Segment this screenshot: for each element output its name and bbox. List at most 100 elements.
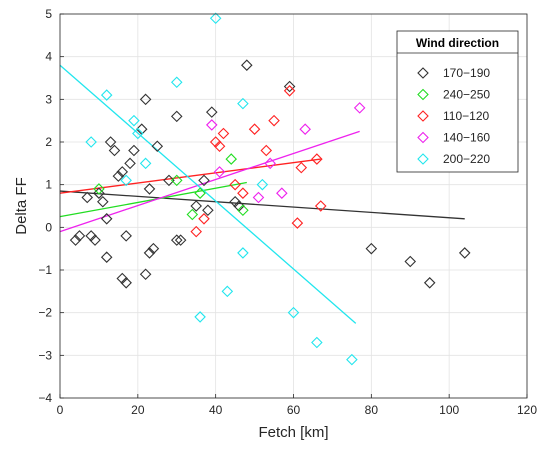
y-tick-label: 0 bbox=[45, 220, 52, 234]
legend-label: 200−220 bbox=[443, 152, 490, 166]
x-axis-label: Fetch [km] bbox=[258, 424, 328, 441]
data-point bbox=[268, 114, 280, 127]
y-tick-label: 1 bbox=[45, 178, 52, 192]
data-point bbox=[143, 183, 156, 195]
data-point bbox=[299, 123, 311, 135]
data-point bbox=[237, 204, 249, 217]
data-point bbox=[81, 191, 94, 204]
data-point bbox=[128, 114, 140, 127]
data-point bbox=[190, 200, 202, 212]
x-tick-label: 40 bbox=[209, 403, 223, 417]
legend-marker bbox=[417, 88, 429, 101]
data-point bbox=[276, 187, 288, 199]
y-tick-label: 4 bbox=[45, 50, 52, 64]
data-point bbox=[423, 277, 436, 289]
data-point bbox=[283, 80, 296, 93]
data-point bbox=[147, 242, 160, 255]
data-point bbox=[112, 170, 125, 182]
data-point bbox=[139, 157, 152, 170]
data-point bbox=[202, 204, 214, 217]
legend-items: 170−190 240−250 110−120 140−160 200−220 bbox=[417, 66, 490, 166]
data-point bbox=[116, 166, 129, 178]
x-tick-label: 80 bbox=[365, 403, 379, 417]
data-point bbox=[108, 144, 121, 157]
data-point bbox=[97, 195, 109, 208]
data-point bbox=[353, 102, 366, 114]
data-point bbox=[237, 187, 249, 199]
data-point bbox=[124, 157, 136, 170]
data-point bbox=[295, 161, 308, 174]
data-point bbox=[163, 174, 175, 187]
data-point bbox=[194, 187, 206, 199]
data-point bbox=[225, 153, 238, 165]
data-point bbox=[213, 166, 226, 178]
data-point bbox=[186, 208, 199, 221]
data-point bbox=[170, 174, 183, 187]
data-point bbox=[190, 225, 202, 238]
data-point bbox=[89, 234, 101, 246]
data-point bbox=[229, 178, 241, 191]
data-point bbox=[93, 187, 105, 199]
fit-line bbox=[59, 64, 357, 324]
fit-line bbox=[59, 158, 321, 194]
data-point bbox=[100, 251, 113, 263]
data-points bbox=[69, 12, 471, 366]
data-point bbox=[120, 230, 132, 242]
legend-marker bbox=[417, 153, 429, 165]
data-point bbox=[237, 247, 249, 259]
x-tick-label: 0 bbox=[57, 403, 64, 417]
data-point bbox=[365, 242, 378, 255]
x-tick-label: 120 bbox=[517, 403, 537, 417]
data-point bbox=[311, 336, 323, 349]
data-point bbox=[170, 76, 183, 89]
x-tick-label: 60 bbox=[287, 403, 301, 417]
legend: Wind direction 170−190 240−250 110−120 140−… bbox=[396, 30, 519, 173]
x-tick-label: 100 bbox=[439, 403, 459, 417]
data-point bbox=[100, 213, 113, 225]
data-point bbox=[128, 144, 140, 157]
data-point bbox=[241, 59, 253, 71]
data-point bbox=[314, 200, 327, 212]
data-point bbox=[283, 85, 296, 97]
fit-line bbox=[59, 181, 247, 218]
data-point bbox=[104, 136, 117, 148]
data-point bbox=[174, 234, 187, 246]
legend-marker bbox=[417, 67, 429, 79]
data-point bbox=[205, 106, 218, 118]
data-point bbox=[346, 353, 358, 366]
y-tick-label: 2 bbox=[45, 135, 52, 149]
data-point bbox=[404, 255, 417, 268]
y-tick-label: −3 bbox=[38, 348, 52, 362]
data-point bbox=[120, 174, 132, 187]
y-tick-label: −1 bbox=[38, 263, 52, 277]
data-point bbox=[198, 213, 210, 225]
data-point bbox=[264, 157, 276, 170]
y-tick-label: 5 bbox=[45, 7, 52, 21]
data-point bbox=[260, 144, 273, 157]
data-point bbox=[93, 183, 105, 195]
y-tick-label: −4 bbox=[38, 391, 52, 405]
data-point bbox=[69, 234, 82, 246]
data-point bbox=[209, 12, 222, 25]
axis-ticks: 0 20 40 60 80 100 120 −4 −3 −2 −1 0 1 2 3 4 5 bbox=[38, 7, 537, 417]
data-point bbox=[139, 93, 152, 106]
data-point bbox=[221, 285, 234, 298]
data-point bbox=[85, 136, 97, 148]
y-tick-label: 3 bbox=[45, 92, 52, 106]
legend-label: 170−190 bbox=[443, 66, 490, 80]
legend-marker bbox=[417, 110, 429, 122]
x-tick-label: 20 bbox=[131, 403, 145, 417]
data-point bbox=[143, 247, 156, 259]
data-point bbox=[213, 140, 226, 153]
fit-line bbox=[59, 190, 465, 220]
data-point bbox=[205, 119, 218, 131]
data-point bbox=[237, 97, 249, 110]
y-axis-label: Delta FF bbox=[13, 177, 30, 235]
data-point bbox=[311, 153, 323, 165]
fit-line bbox=[59, 130, 360, 233]
data-point bbox=[170, 234, 183, 246]
y-tick-label: −2 bbox=[38, 306, 52, 320]
data-point bbox=[139, 268, 152, 281]
